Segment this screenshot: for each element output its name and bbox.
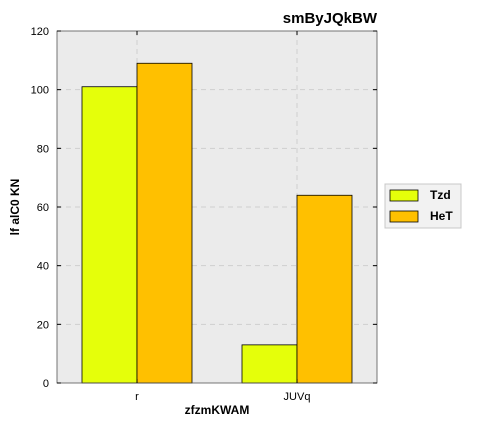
legend-swatch-het <box>389 210 419 223</box>
bars <box>81 62 353 384</box>
legend-label-tzd: Tzd <box>430 188 451 202</box>
y-tick-label: 20 <box>37 319 49 331</box>
bar-het-r <box>136 62 193 384</box>
legend: Tzd HeT <box>384 183 462 229</box>
legend-swatch-tzd <box>389 189 419 202</box>
chart-title: smByJQkBW <box>283 10 378 27</box>
y-axis-ticks: 0 20 40 60 80 100 120 <box>31 26 377 390</box>
x-tick-label: JUVq <box>284 391 311 403</box>
y-tick-label: 80 <box>37 143 49 155</box>
y-tick-label: 0 <box>43 378 49 390</box>
bar-tzd-r <box>81 86 138 384</box>
legend-label-het: HeT <box>430 209 453 223</box>
x-axis-label: zfzmKWAM <box>185 403 250 417</box>
x-tick-label: r <box>135 391 139 403</box>
y-tick-label: 60 <box>37 202 49 214</box>
bar-tzd-juvq <box>241 344 298 384</box>
y-tick-label: 100 <box>31 85 49 97</box>
bar-het-juvq <box>296 194 353 384</box>
y-tick-label: 120 <box>31 26 49 38</box>
y-axis-label: lf alC0 KN <box>8 179 22 236</box>
x-axis-ticks: r JUVq <box>135 31 310 403</box>
y-tick-label: 40 <box>37 261 49 273</box>
